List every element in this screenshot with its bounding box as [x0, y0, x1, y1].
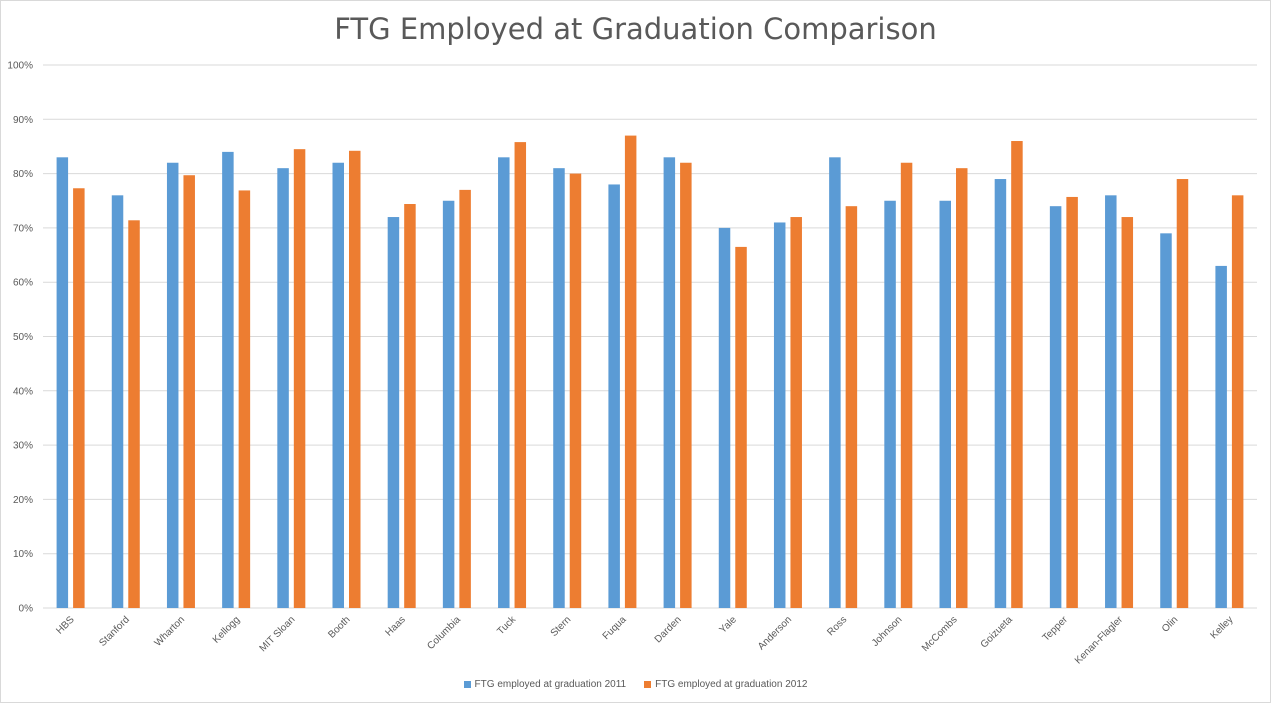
x-tick-label: Tuck: [495, 614, 519, 638]
x-tick-label: Darden: [653, 614, 684, 645]
x-tick-label: Haas: [384, 614, 408, 638]
bar-2012-olin: [1176, 179, 1189, 608]
bar-2011-kellogg: [222, 151, 234, 608]
legend-item-2012: FTG employed at graduation 2012: [644, 679, 807, 690]
bar-2011-yale: [718, 227, 731, 608]
x-tick-label: Wharton: [153, 614, 188, 649]
x-tick-label: Anderson: [756, 614, 794, 652]
x-tick-label: HBS: [54, 614, 77, 637]
bar-2012-wharton: [183, 175, 195, 608]
bar-2011-stern: [553, 168, 565, 609]
x-tick-label: Tepper: [1041, 614, 1071, 644]
x-tick-label: Booth: [326, 614, 352, 640]
bar-2012-fuqua: [624, 135, 637, 608]
x-tick-label: Kelley: [1208, 614, 1235, 641]
y-tick-label: 50%: [13, 332, 33, 343]
bar-2012-tepper: [1066, 196, 1078, 608]
bar-2012-hbs: [73, 188, 85, 609]
x-tick-label: Ross: [825, 614, 849, 638]
bar-2011-kenan-flagler: [1105, 195, 1117, 608]
x-tick-label: Columbia: [425, 614, 463, 652]
x-tick-label: Kellogg: [211, 614, 242, 645]
bar-2012-kellogg: [238, 190, 251, 609]
bar-2012-tuck: [514, 142, 527, 608]
bar-2011-mccombs: [939, 200, 951, 608]
y-tick-label: 60%: [13, 278, 33, 289]
legend-item-2011: FTG employed at graduation 2011: [463, 679, 627, 690]
bar-2011-tuck: [498, 157, 510, 608]
x-tick-label: Yale: [717, 614, 739, 636]
legend-swatch-2012: [644, 681, 652, 688]
bar-2011-wharton: [166, 162, 179, 609]
bar-2011-tepper: [1049, 206, 1062, 608]
bar-2012-booth: [349, 150, 361, 608]
y-tick-label: 10%: [13, 549, 33, 560]
bar-2011-columbia: [442, 200, 455, 608]
bar-2012-johnson: [900, 162, 913, 609]
legend: FTG employed at graduation 2011 FTG empl…: [0, 679, 1271, 690]
x-axis-ticks: HBS Stanford Wharton Kellogg MIT Sloan Booth H…: [54, 614, 1235, 667]
x-tick-label: Goizueta: [979, 614, 1015, 650]
x-tick-label: Olin: [1160, 614, 1180, 634]
bar-2012-haas: [404, 204, 416, 608]
y-tick-label: 80%: [13, 169, 33, 180]
bar-2011-darden: [663, 157, 676, 608]
bar-2011-stanford: [111, 195, 124, 608]
y-tick-label: 30%: [13, 441, 33, 452]
y-tick-label: 20%: [13, 495, 33, 506]
x-tick-label: Stern: [549, 614, 574, 639]
bar-2011-anderson: [773, 222, 786, 608]
bar-2012-stanford: [128, 220, 140, 608]
bar-2012-anderson: [790, 217, 802, 609]
y-tick-label: 0%: [19, 604, 34, 615]
bar-2012-kelley: [1231, 195, 1244, 608]
bar-2012-columbia: [459, 189, 471, 608]
bar-2011-goizueta: [994, 179, 1007, 608]
bars: [56, 135, 1244, 609]
y-tick-label: 90%: [13, 115, 33, 126]
x-tick-label: McCombs: [920, 614, 960, 654]
bar-2011-johnson: [884, 200, 896, 608]
bar-2011-mit-sloan: [277, 168, 289, 609]
y-axis-ticks: 0% 10% 20% 30% 40% 50% 60% 70% 80% 90% 100%: [7, 61, 33, 615]
bar-2011-haas: [387, 217, 400, 609]
bar-2012-yale: [735, 246, 747, 608]
legend-swatch-2011: [463, 681, 471, 688]
bar-2011-booth: [332, 162, 344, 609]
bar-2011-kelley: [1215, 265, 1227, 608]
y-tick-label: 100%: [7, 61, 33, 72]
bar-2011-fuqua: [608, 184, 620, 608]
y-tick-label: 40%: [13, 386, 33, 397]
legend-label-2012: FTG employed at graduation 2012: [655, 679, 808, 690]
chart-title: FTG Employed at Graduation Comparison: [334, 12, 937, 46]
bar-2012-goizueta: [1011, 141, 1023, 608]
bar-2011-hbs: [56, 157, 69, 608]
bar-2011-ross: [829, 157, 841, 608]
bar-2011-olin: [1160, 233, 1172, 608]
bar-2012-darden: [680, 162, 692, 609]
x-tick-label: Kenan-Flagler: [1073, 614, 1126, 667]
bar-2012-mit-sloan: [293, 149, 306, 609]
x-tick-label: Stanford: [97, 614, 132, 649]
bar-2012-kenan-flagler: [1121, 217, 1134, 609]
x-tick-label: MIT Sloan: [258, 614, 298, 654]
x-tick-label: Johnson: [870, 614, 905, 649]
y-tick-label: 70%: [13, 223, 33, 234]
bar-2012-ross: [845, 206, 858, 608]
x-tick-label: Fuqua: [601, 614, 629, 642]
legend-label-2011: FTG employed at graduation 2011: [474, 679, 627, 690]
bar-2012-stern: [569, 173, 582, 608]
bar-2012-mccombs: [956, 168, 968, 609]
